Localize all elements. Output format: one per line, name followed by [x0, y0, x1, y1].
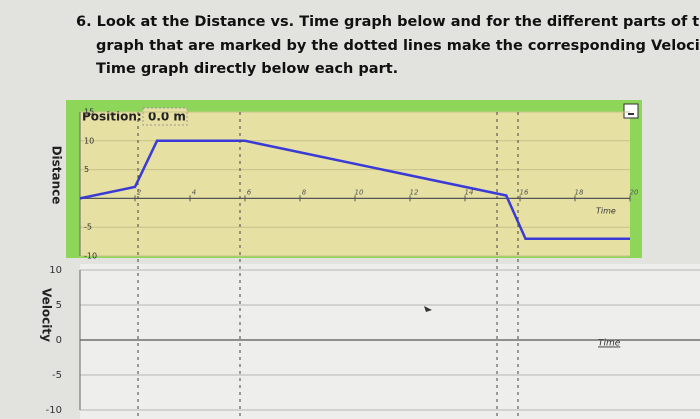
y-tick-label: -10 — [46, 405, 62, 416]
y-tick-label: 10 — [84, 136, 94, 145]
y-tick-label: 5 — [84, 165, 89, 174]
y-tick-label: 0 — [56, 335, 62, 346]
question-line: Time graph directly below each part. — [96, 61, 398, 77]
x-tick-label: 4 — [192, 188, 196, 196]
cursor — [424, 306, 432, 312]
y-tick-label: 15 — [84, 108, 94, 117]
plot-area — [80, 112, 630, 256]
x-tick-label: 14 — [465, 188, 474, 196]
x-axis-label: Time — [598, 339, 621, 349]
y-axis-label: Velocity — [40, 288, 54, 342]
y-tick-label: 5 — [56, 300, 62, 311]
readout-value: 0.0 m — [148, 110, 186, 124]
y-tick-label: -5 — [52, 370, 62, 381]
data-line — [79, 139, 630, 240]
x-tick-label: 18 — [575, 188, 584, 196]
velocity-plot-area — [80, 264, 700, 419]
x-tick-label: 12 — [410, 188, 419, 196]
question-line: 6. Look at the Distance vs. Time graph b… — [76, 14, 700, 30]
x-tick-label: 6 — [247, 188, 252, 196]
minimize-button[interactable] — [623, 103, 639, 119]
y-tick-label: -10 — [84, 252, 97, 261]
y-tick-label: 10 — [49, 265, 62, 276]
question-line: graph that are marked by the dotted line… — [96, 38, 700, 54]
x-tick-label: 20 — [630, 188, 639, 196]
part-markers — [137, 112, 519, 419]
x-tick-label: 8 — [302, 188, 307, 196]
x-tick-label: 2 — [137, 188, 142, 196]
readout-label: Position: — [82, 110, 142, 124]
x-tick-label: 10 — [355, 188, 364, 196]
x-axis-label: Time — [596, 207, 616, 216]
x-tick-label: 16 — [520, 188, 529, 196]
y-tick-label: -5 — [84, 223, 92, 232]
y-axis-label: Distance — [50, 146, 64, 205]
